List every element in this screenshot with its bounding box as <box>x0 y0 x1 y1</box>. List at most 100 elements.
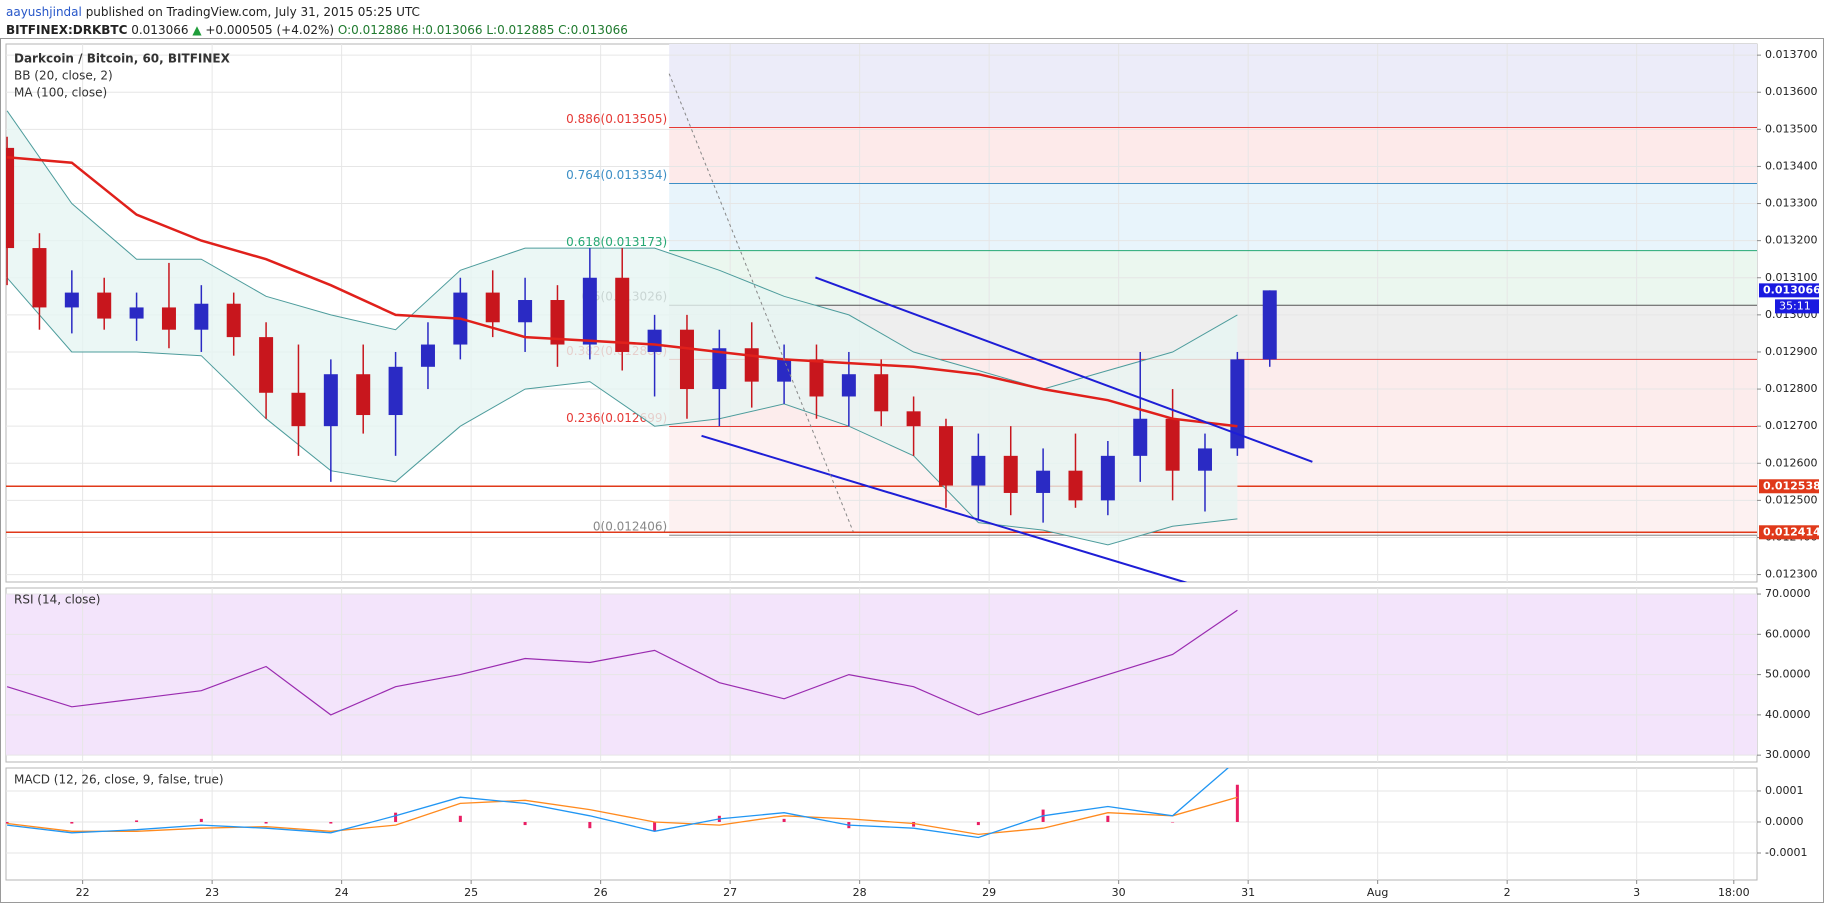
candle-body <box>32 248 47 308</box>
y-tick-label: 0.012600 <box>1765 456 1818 469</box>
y-tick-label: 0.013500 <box>1765 122 1818 135</box>
candle-body <box>1100 455 1115 501</box>
symbol: BITFINEX:DRKBTC <box>6 23 128 37</box>
candle-body <box>1003 455 1018 493</box>
price-badge-label: 0.012538 <box>1763 479 1821 492</box>
y-tick-label: 60.0000 <box>1765 627 1811 640</box>
x-tick-label: 31 <box>1241 886 1255 899</box>
x-tick-label: 27 <box>723 886 737 899</box>
y-tick-label: 30.0000 <box>1765 748 1811 761</box>
candle-body <box>1262 290 1277 360</box>
candle-body <box>356 374 371 416</box>
pane-title: Darkcoin / Bitcoin, 60, BITFINEX <box>14 52 231 66</box>
pane <box>6 768 1757 880</box>
pane: 0.886(0.013505) 0.764(0.013354) 0.618(0.01… <box>6 44 1757 582</box>
candle-body <box>1133 418 1148 456</box>
ohlc: O:0.012886 H:0.013066 L:0.012885 C:0.013… <box>338 23 628 37</box>
published: published on TradingView.com, July 31, 2… <box>86 5 420 19</box>
candle-body <box>6 147 15 249</box>
signal-line <box>7 796 1238 836</box>
last-price-badge-label: 0.013066 <box>1763 283 1821 296</box>
x-tick-label: 26 <box>594 886 608 899</box>
band-lower <box>6 277 1238 546</box>
histogram-bar <box>394 812 398 822</box>
pane-title: BB (20, close, 2) <box>14 69 113 83</box>
y-tick-label: 40.0000 <box>1765 708 1811 721</box>
candle-body <box>420 344 435 367</box>
trend-line <box>701 434 1187 582</box>
candle-body <box>226 303 241 338</box>
macd-line <box>7 768 1230 839</box>
candle-body <box>550 300 565 345</box>
last-price-badge <box>1759 283 1819 298</box>
y-tick-label: 0.012900 <box>1765 345 1818 358</box>
histogram-bar <box>523 821 527 826</box>
histogram-bar <box>70 821 74 824</box>
y-tick-label: -0.0001 <box>1765 846 1807 859</box>
candle-body <box>259 337 274 393</box>
change: +0.000505 (+4.02%) <box>205 23 334 37</box>
histogram-bar <box>976 821 980 826</box>
y-tick-label: 0.013200 <box>1765 234 1818 247</box>
candle-body <box>938 426 953 486</box>
y-tick-label: 0.013300 <box>1765 197 1818 210</box>
x-tick-label: 24 <box>335 886 349 899</box>
histogram-bar <box>1235 784 1239 822</box>
last-price: 0.013066 <box>131 23 188 37</box>
rsi-line <box>6 609 1238 716</box>
candle-body <box>1036 470 1051 493</box>
fib-label: 0.886(0.013505) <box>566 112 667 126</box>
candle-body <box>777 359 792 382</box>
candle-body <box>161 307 176 330</box>
candle-body <box>97 292 112 319</box>
fib-label: 0.764(0.013354) <box>566 168 667 182</box>
fib-zone <box>669 44 1757 128</box>
pane-title: MA (100, close) <box>14 86 107 100</box>
candle-body <box>1068 470 1083 501</box>
candle-body <box>1165 418 1180 471</box>
candle-body <box>841 374 856 397</box>
price-badge <box>1759 479 1819 494</box>
moving-average <box>6 155 1238 428</box>
y-tick-label: 0.013700 <box>1765 48 1818 61</box>
candle-body <box>615 277 630 352</box>
candle-body <box>679 329 694 390</box>
countdown: 35:11 <box>1779 299 1811 312</box>
histogram-bar <box>782 818 786 822</box>
x-tick-label: 25 <box>464 886 478 899</box>
price-badge <box>1759 525 1819 540</box>
histogram-bar <box>1171 821 1175 823</box>
y-tick-label: 0.012300 <box>1765 568 1818 581</box>
candle-body <box>647 329 662 352</box>
y-tick-label: 50.0000 <box>1765 668 1811 681</box>
x-tick-label: 28 <box>853 886 867 899</box>
y-tick-label: 0.013400 <box>1765 159 1818 172</box>
y-tick-label: 0.0000 <box>1765 815 1804 828</box>
histogram-bar <box>653 821 657 832</box>
fib-zone <box>669 127 1757 184</box>
y-tick-label: 0.0001 <box>1765 784 1804 797</box>
header-line-2: BITFINEX:DRKBTC 0.013066 ▲ +0.000505 (+4… <box>6 23 628 37</box>
pane-title: RSI (14, close) <box>14 593 100 607</box>
candle-body <box>712 348 727 390</box>
candle-body <box>194 303 209 330</box>
author[interactable]: aayushjindal <box>6 5 82 19</box>
candle-body <box>744 348 759 382</box>
countdown-badge <box>1775 299 1819 314</box>
histogram-bar <box>135 820 139 822</box>
y-tick-label: 0.012800 <box>1765 382 1818 395</box>
price-badge-label: 0.012414 <box>1763 525 1821 538</box>
histogram-bar <box>458 815 462 822</box>
candle-body <box>518 300 533 323</box>
candle-body <box>582 277 597 345</box>
x-tick-label: 2 <box>1504 886 1511 899</box>
x-tick-label: 18:00 <box>1718 886 1750 899</box>
x-tick-label: 30 <box>1112 886 1126 899</box>
trend-line <box>668 73 854 532</box>
candle-body <box>323 374 338 427</box>
candle-body <box>291 392 306 427</box>
candle-body <box>485 292 500 323</box>
x-tick-label: Aug <box>1367 886 1388 899</box>
fib-zone <box>669 183 1757 251</box>
y-tick-label: 0.013600 <box>1765 85 1818 98</box>
